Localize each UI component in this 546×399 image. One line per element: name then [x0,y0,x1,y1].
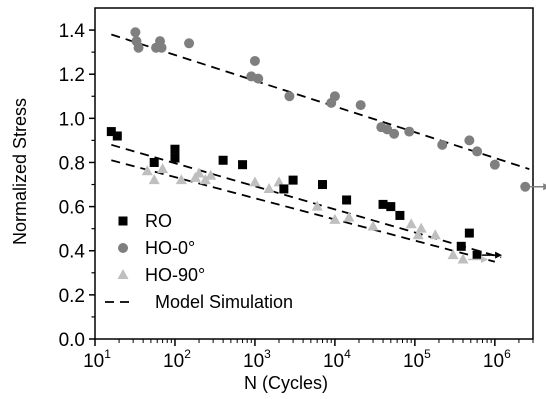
triangle-point [311,200,323,211]
x-tick-label: 104 [323,347,351,372]
square-point [378,199,388,209]
square-point [149,157,159,167]
square-point [279,184,289,194]
triangle-point [343,211,355,222]
triangle-point [329,213,341,224]
square-point [218,155,228,165]
triangle-point [193,167,205,178]
triangle-point [205,169,217,180]
y-axis-ticks: 0.0 0.2 0.4 0.6 0.8 1.0 1.2 1.4 [59,21,95,351]
runout-arrows [468,183,546,264]
y-tick-label: 0.2 [59,286,85,307]
y-axis-label: Normalized Stress [10,98,30,245]
legend-swatch-triangle [117,269,129,279]
runout-arrow-head [481,256,489,264]
triangle-point [199,174,211,185]
model-simulation-line [111,159,496,263]
triangle-point [273,176,285,187]
circle-point [520,181,531,192]
triangle-point [415,222,427,233]
square-point [318,180,328,190]
triangle-point [157,163,169,174]
y-tick-label: 0.6 [59,198,85,219]
y-tick-label: 0.8 [59,153,85,174]
circle-point [464,135,475,146]
x-tick-label: 106 [483,347,511,372]
y-tick-label: 0.0 [59,330,85,351]
triangle-point [367,220,379,231]
circle-point [437,139,448,150]
triangle-point [141,165,153,176]
triangle-point [249,176,261,187]
square-point [288,175,298,185]
x-axis-label: N (Cycles) [244,373,328,393]
legend-label: HO-0° [145,238,195,258]
model-simulation-line [111,33,530,170]
plot-area: 101 102 103 104 105 106 0.0 0.2 0.4 0.6 0.8 1.0 1.2… [59,7,546,372]
square-point [472,250,482,260]
square-point [170,153,180,163]
x-tick-label: 101 [83,347,111,372]
x-tick-label: 105 [403,347,431,372]
triangle-point [175,174,187,185]
legend-label: HO-90° [145,265,205,285]
circle-point [156,42,167,53]
x-tick-label: 103 [243,347,271,372]
circle-point [133,42,144,53]
legend-label: RO [145,211,172,231]
y-tick-label: 1.0 [59,109,85,130]
triangle-point [405,218,417,229]
square-point [395,210,405,220]
legend-swatch-square [118,216,128,226]
runout-arrow-head [543,183,546,191]
y-tick-label: 1.4 [59,21,86,42]
circle-point [184,38,195,49]
y-tick-label: 1.2 [59,65,85,86]
triangle-point [457,253,469,264]
square-point [342,195,352,205]
triangle-point [148,174,160,185]
triangle-point [263,182,275,193]
circle-point [130,27,141,38]
legend-label: Model Simulation [155,292,293,312]
runout-arrow-head [495,251,503,259]
square-point [464,228,474,238]
square-point [456,241,466,251]
square-point [106,127,116,137]
square-point [238,160,248,170]
circle-point [253,73,264,84]
data-points [106,27,531,264]
plot-frame [94,7,534,340]
legend-swatch-circle [118,243,128,253]
circle-point [389,128,400,139]
circle-point [355,100,366,111]
x-axis-ticks: 101 102 103 104 105 106 [83,339,534,372]
circle-point [472,146,483,157]
square-point [170,144,180,154]
circle-point [489,159,500,170]
y-tick-label: 0.4 [59,242,86,263]
triangle-point [412,229,424,240]
circle-point [404,126,415,137]
triangle-point [447,249,459,260]
x-tick-label: 102 [163,347,191,372]
square-point [386,202,396,212]
circle-point [249,55,260,66]
circle-point [329,91,340,102]
triangle-point [429,229,441,240]
circle-point [284,91,295,102]
legend: RO HO-0° HO-90° Model Simulation [105,211,293,312]
square-point [112,131,122,141]
